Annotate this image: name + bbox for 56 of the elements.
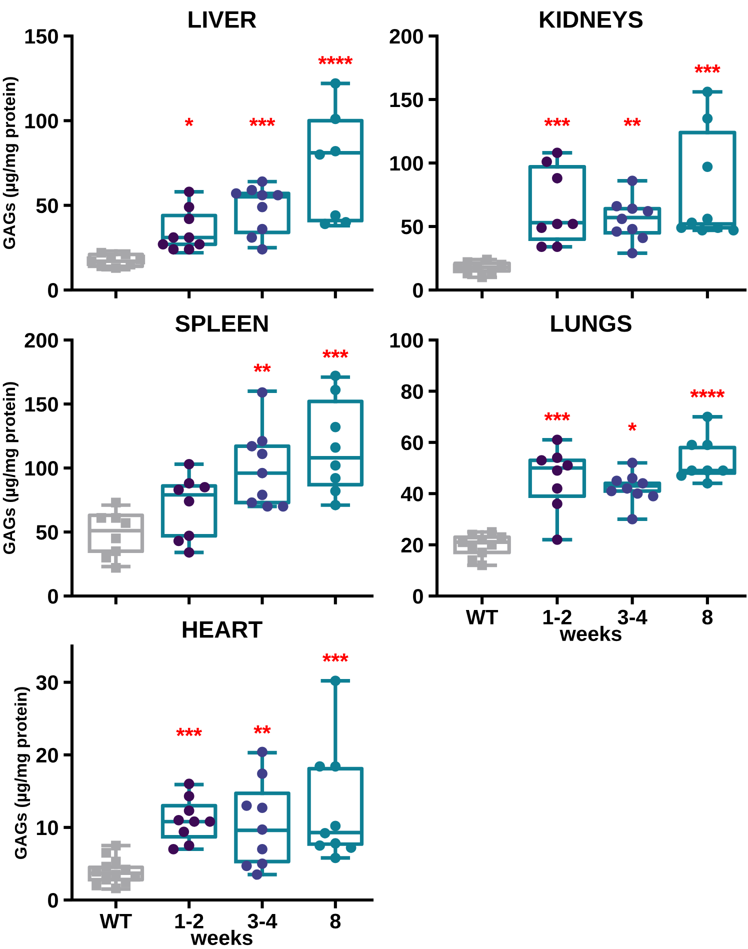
annotation: *** [322,350,348,358]
annotation: ** [254,364,271,372]
y-tick-label: 40 [400,486,423,502]
y-tick-label: 100 [25,114,58,128]
y-tick-label: 150 [25,397,58,412]
y-tick-label: 100 [25,461,58,476]
x-tick-label: WT [100,914,132,928]
y-tick-label: 50 [401,220,423,234]
x-tick-label: 8 [330,914,341,928]
annotation: **** [690,389,725,398]
y-tick-label: 30 [36,675,58,690]
y-tick-label: 20 [36,748,58,763]
y-axis-title: GAGs (µg/mg protein) [14,687,30,860]
annotation: * [628,422,637,431]
y-tick-label: 150 [390,92,423,108]
y-tick-label: 50 [36,198,58,214]
chart-title: SPLEEN [175,315,268,332]
y-tick-label: 80 [401,384,423,399]
y-tick-label: 0 [413,589,423,604]
x-tick-label: 1-2 [543,610,572,624]
annotation: ** [624,118,641,126]
y-tick-label: 100 [390,156,423,171]
x-tick-label: 1-2 [175,914,204,928]
annotation: *** [322,654,348,662]
x-axis-title: weeks [190,930,252,946]
chart-title: LIVER [188,11,256,28]
annotation: ** [254,725,271,734]
y-tick-label: 200 [390,29,423,44]
annotation: *** [176,728,202,736]
annotation: * [184,118,194,126]
annotation: **** [318,56,353,64]
annotation: *** [544,412,570,421]
y-tick-label: 0 [48,893,58,908]
y-tick-label: 50 [36,525,58,540]
annotation: *** [694,64,720,73]
chart-title: HEART [182,621,262,638]
y-tick-label: 60 [401,435,423,450]
x-tick-label: 8 [702,610,713,624]
x-tick-label: 3-4 [248,914,278,929]
chart-title: KIDNEYS [540,11,643,28]
chart-title: LUNGS [551,315,632,332]
y-tick-label: 0 [413,283,423,298]
x-axis-title: weeks [560,626,622,642]
annotation: *** [544,118,570,126]
y-tick-label: 0 [48,283,58,298]
annotation: *** [249,118,276,126]
y-axis-title: GAGs (µg/mg protein) [2,382,18,554]
y-tick-label: 10 [36,820,58,836]
y-tick-label: 0 [48,589,58,604]
x-tick-label: 3-4 [618,610,648,625]
y-tick-label: 200 [24,333,58,348]
x-tick-label: WT [466,610,498,624]
y-tick-label: 100 [390,333,423,348]
y-tick-label: 20 [401,538,423,553]
y-tick-label: 150 [25,29,58,44]
y-axis-title: GAGs (µg/mg protein) [2,77,18,250]
